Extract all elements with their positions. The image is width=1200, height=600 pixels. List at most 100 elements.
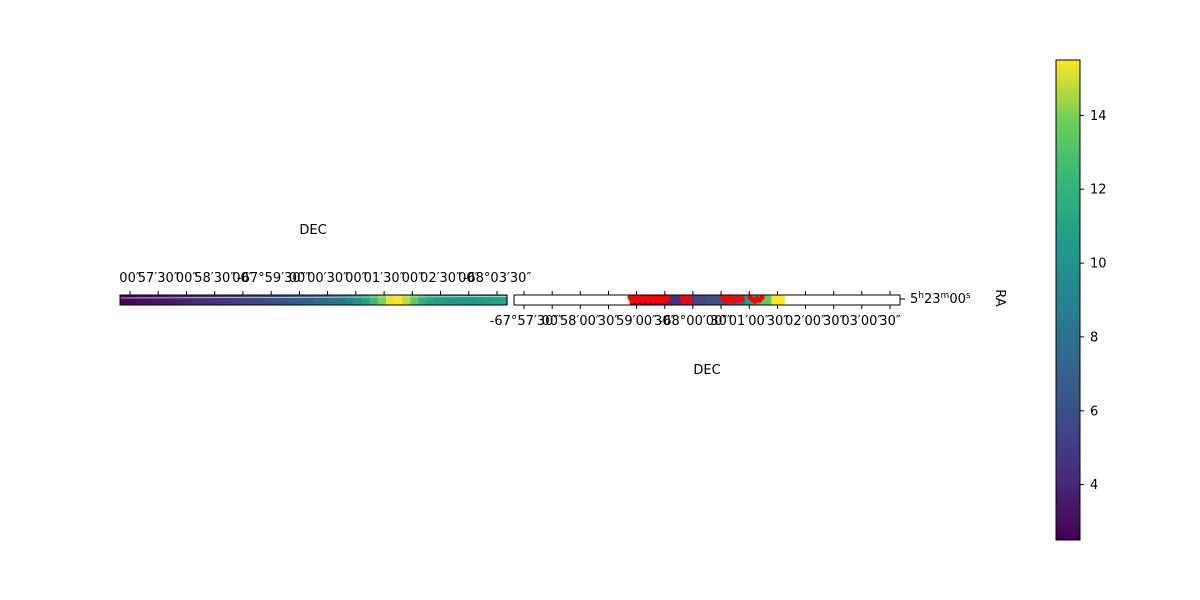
heatmap-cell [361, 295, 371, 305]
heatmap-cell [394, 295, 403, 305]
heatmap-cell [305, 295, 315, 305]
heatmap-cell [176, 295, 186, 305]
tick-label: 58′30″ [194, 271, 235, 286]
heatmap-cell [369, 295, 379, 305]
tick-label: 00″ [176, 271, 198, 286]
heatmap-cell [160, 295, 169, 305]
heatmap-cell [410, 295, 419, 305]
heatmap-cell [168, 295, 178, 305]
grid-line [119, 296, 508, 299]
heatmap-cell [257, 295, 266, 305]
heatmap-cell [402, 295, 411, 305]
right-bottom-ticks: -67°57′30″00″58′00″30″59′00″30″-68°00′00… [490, 291, 901, 329]
heatmap-cell [265, 295, 274, 305]
heatmap-cell [418, 295, 427, 305]
tick-label: 00″ [541, 314, 563, 329]
heatmap-cell [249, 295, 258, 305]
heatmap-cell [442, 295, 452, 305]
heatmap-cell [128, 295, 137, 305]
tick-label: 00″ [402, 271, 424, 286]
tick-label: -67°57′30″ [490, 314, 559, 329]
heatmap-cell [694, 295, 708, 305]
tick-label: 59′00″ [616, 314, 657, 329]
heatmap-cell [498, 295, 508, 305]
tick-label: 01′00″ [729, 314, 770, 329]
heatmap-cell [434, 295, 444, 305]
tick-label: 00′30″ [307, 271, 348, 286]
heatmap-cell [337, 295, 347, 305]
right-red-overlay [627, 294, 765, 304]
tick-label: 01′30″ [364, 271, 405, 286]
heatmap-cell [668, 295, 682, 305]
heatmap-cell [313, 295, 323, 305]
heatmap-cell [120, 295, 129, 305]
tick-label: 30″ [654, 314, 676, 329]
ra-axis-label: RA [992, 289, 1007, 307]
heatmap-cell [240, 295, 250, 305]
tick-label: 03′00″ [841, 314, 882, 329]
heatmap-cell [386, 295, 395, 305]
heatmap-cell [281, 295, 290, 305]
heatmap-cell [232, 295, 242, 305]
heatmap-cell [297, 295, 307, 305]
heatmap-cell [329, 295, 339, 305]
heatmap-cell [192, 295, 202, 305]
heatmap-cell [771, 295, 785, 305]
heatmap-cell [482, 295, 492, 305]
heatmap-cell [707, 295, 721, 305]
heatmap-cell [321, 295, 331, 305]
left-axes-frame [119, 294, 508, 306]
heatmap-cell [208, 295, 218, 305]
heatmap-cell [426, 295, 436, 305]
colorbar-tick-label: 4 [1090, 478, 1098, 493]
heatmap-cell [184, 295, 194, 305]
left-dec-label: DEC [299, 223, 326, 238]
heatmap-cell [200, 295, 210, 305]
heatmap-cell [345, 295, 355, 305]
tick-label: -68°00′00″ [659, 314, 728, 329]
heatmap-cell [490, 295, 500, 305]
heatmap-cell [378, 295, 387, 305]
tick-label: 00″ [289, 271, 311, 286]
overlay-point [665, 294, 671, 301]
tick-label: 00″ [119, 271, 141, 286]
tick-label: 02′00″ [785, 314, 826, 329]
heatmap-cell [273, 295, 282, 305]
heatmap-cell [466, 295, 476, 305]
heatmap-cell [450, 295, 460, 305]
tick-label: 00″ [458, 271, 480, 286]
left-panel: DEC 00″57′30″00″58′30″00″-67°59′30″00″00… [119, 223, 532, 306]
tick-label: 30″ [710, 314, 732, 329]
overlay-point [739, 296, 745, 302]
tick-label: 30″ [879, 314, 901, 329]
tick-label: 00″ [232, 271, 254, 286]
heatmap-cell [458, 295, 468, 305]
heatmap-cell [758, 295, 772, 305]
heatmap-cell [224, 295, 234, 305]
tick-label: 30″ [823, 314, 845, 329]
overlay-point [687, 298, 693, 304]
heatmap-cell [152, 295, 161, 305]
heatmap-cell [216, 295, 226, 305]
colorbar-gradient [1055, 59, 1081, 541]
heatmap-cell [144, 295, 153, 305]
colorbar-tick-label: 14 [1090, 109, 1107, 124]
heatmap-cell [289, 295, 298, 305]
overlay-point [759, 294, 765, 301]
ra-tick-label: 5h23m00s [910, 291, 971, 307]
right-dec-label: DEC [693, 363, 720, 378]
heatmap-cell [474, 295, 484, 305]
tick-label: 30″ [598, 314, 620, 329]
tick-label: 00″ [345, 271, 367, 286]
colorbar: 4 6 8 10 12 14 [1055, 59, 1107, 541]
tick-label: 57′30″ [138, 271, 179, 286]
tick-label: 02′30″ [420, 271, 461, 286]
colorbar-tick-label: 8 [1090, 330, 1098, 345]
colorbar-tick-label: 12 [1090, 183, 1107, 198]
right-panel: -67°57′30″00″58′00″30″59′00″30″-68°00′00… [490, 289, 1007, 378]
colorbar-ticks: 4 6 8 10 12 14 [1080, 109, 1107, 493]
tick-label: -68°03′30″ [463, 271, 532, 286]
right-axes-frame [513, 294, 901, 306]
colorbar-tick-label: 6 [1090, 404, 1098, 419]
